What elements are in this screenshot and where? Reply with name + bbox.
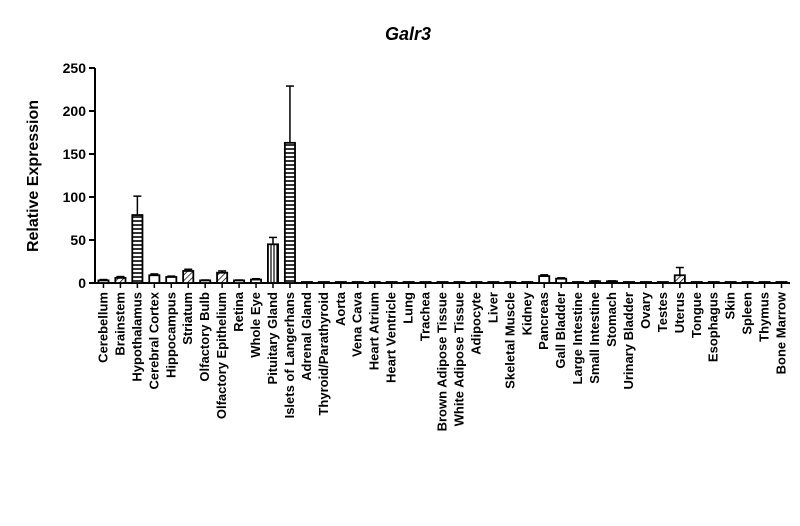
bar bbox=[131, 214, 144, 284]
x-tick-label: Ovary bbox=[638, 291, 653, 329]
x-tick-label: Retina bbox=[231, 291, 246, 332]
x-tick-label: Esophagus bbox=[706, 292, 721, 362]
x-tick-label: Lung bbox=[401, 292, 416, 324]
bar bbox=[97, 279, 110, 284]
bar bbox=[317, 281, 330, 284]
bar bbox=[148, 274, 161, 284]
y-axis-label: Relative Expression bbox=[25, 100, 42, 252]
x-tick-labels: Cerebellum Brainstem Hypothalamus Cerebral … bbox=[95, 291, 788, 431]
x-tick-label: Adrenal Gland bbox=[299, 292, 314, 381]
y-tick-label: 100 bbox=[63, 189, 87, 205]
x-tick-label: Whole Eye bbox=[248, 292, 263, 358]
bar bbox=[538, 275, 551, 284]
bars bbox=[97, 85, 788, 284]
x-tick-label: Hippocampus bbox=[163, 292, 178, 378]
x-tick-label: Brainstem bbox=[112, 292, 127, 356]
bar bbox=[673, 274, 686, 284]
bar bbox=[233, 279, 246, 284]
bar bbox=[758, 281, 771, 284]
x-tick-label: Kidney bbox=[519, 291, 534, 335]
bar bbox=[504, 281, 517, 284]
x-tick-label: Olfactory Bulb bbox=[197, 292, 212, 382]
bar bbox=[165, 276, 178, 284]
bar bbox=[182, 270, 195, 284]
x-tick-label: Pituitary Gland bbox=[265, 292, 280, 385]
bar bbox=[267, 243, 279, 284]
x-tick-label: Spleen bbox=[740, 292, 755, 335]
x-tick-label: Vena Cava bbox=[350, 291, 365, 357]
x-tick-label: Heart Ventricle bbox=[384, 292, 399, 383]
axes: 0 50 100 150 200 250 bbox=[63, 60, 790, 291]
bar bbox=[114, 276, 127, 284]
bar bbox=[402, 281, 415, 284]
x-tick-label: Thyroid/Parathyroid bbox=[316, 292, 331, 416]
x-tick-label: Gall Bladder bbox=[553, 292, 568, 369]
x-tick-label: Skeletal Muscle bbox=[502, 292, 517, 389]
x-tick-label: Heart Atrium bbox=[367, 292, 382, 370]
x-tick-label: Olfactory Epithelium bbox=[214, 292, 229, 419]
y-tick-label: 250 bbox=[63, 60, 87, 76]
bar bbox=[351, 281, 364, 284]
x-tick-label: Small Intestine bbox=[587, 292, 602, 384]
bar bbox=[283, 141, 296, 284]
y-tick-label: 0 bbox=[78, 275, 86, 291]
x-tick-label: Cerebral Cortex bbox=[146, 291, 161, 389]
x-tick-label: Hypothalamus bbox=[129, 292, 144, 382]
bar bbox=[470, 281, 483, 284]
bar bbox=[707, 281, 720, 284]
bar bbox=[368, 281, 381, 284]
bar bbox=[385, 281, 398, 284]
y-tick-label: 50 bbox=[70, 232, 86, 248]
x-tick-label: Testes bbox=[655, 292, 670, 332]
y-tick-label: 200 bbox=[63, 103, 87, 119]
x-tick-label: Trachea bbox=[418, 291, 433, 341]
x-tick-label: Brown Adipose Tissue bbox=[435, 292, 450, 431]
bar bbox=[453, 281, 466, 284]
bar bbox=[775, 281, 788, 284]
bar bbox=[334, 281, 347, 284]
x-tick-label: White Adipose Tissue bbox=[451, 292, 466, 426]
bar bbox=[741, 281, 754, 284]
bar bbox=[199, 279, 212, 284]
bar bbox=[250, 278, 263, 284]
x-tick-label: Urinary Bladder bbox=[621, 292, 636, 390]
bar bbox=[724, 281, 737, 284]
x-tick-label: Cerebellum bbox=[95, 292, 110, 363]
bar bbox=[300, 281, 313, 284]
chart-title: Galr3 bbox=[385, 24, 431, 44]
bar bbox=[622, 281, 635, 284]
x-tick-label: Tongue bbox=[689, 292, 704, 338]
x-tick-label: Aorta bbox=[333, 291, 348, 326]
x-tick-label: Bone Marrow bbox=[774, 291, 789, 374]
y-tick-label: 150 bbox=[63, 146, 87, 162]
x-tick-label: Uterus bbox=[672, 292, 687, 333]
bar bbox=[572, 281, 585, 284]
x-tick-label: Islets of Langerhans bbox=[282, 292, 297, 418]
bar bbox=[639, 281, 652, 284]
bar bbox=[690, 281, 703, 284]
bar bbox=[656, 281, 669, 284]
bar bbox=[216, 271, 229, 284]
bar bbox=[419, 281, 432, 284]
x-tick-label: Large Intestine bbox=[570, 292, 585, 384]
bar bbox=[555, 277, 568, 284]
x-tick-label: Stomach bbox=[604, 292, 619, 347]
x-tick-label: Skin bbox=[723, 292, 738, 320]
bar bbox=[436, 281, 449, 284]
bar bbox=[521, 281, 534, 284]
bar bbox=[487, 281, 500, 284]
x-tick-label: Liver bbox=[485, 292, 500, 323]
x-tick-label: Pancreas bbox=[536, 292, 551, 350]
x-tick-label: Thymus bbox=[757, 292, 772, 342]
x-tick-label: Adipocyte bbox=[468, 292, 483, 355]
x-tick-label: Striatum bbox=[180, 292, 195, 345]
